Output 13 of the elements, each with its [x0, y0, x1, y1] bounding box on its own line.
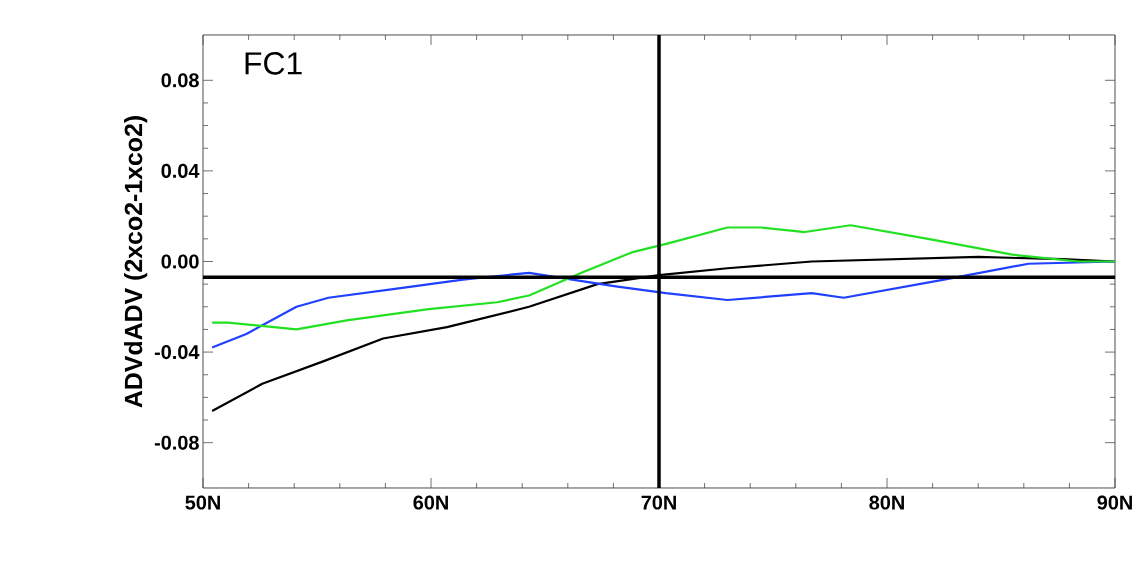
y-tick-label: -0.04 — [154, 345, 200, 360]
x-tick-label: 50N — [185, 495, 220, 510]
y-axis-title: ADVdADV (2xco2-1xco2) — [124, 116, 148, 408]
x-tick-label: 60N — [413, 495, 448, 510]
y-tick-label: 0.04 — [161, 163, 200, 178]
x-tick-label: 90N — [1097, 495, 1132, 510]
x-tick-label: 70N — [641, 495, 676, 510]
line-series — [211, 224, 1117, 331]
x-tick-label: 80N — [869, 495, 904, 510]
y-tick-label: 0.00 — [161, 254, 199, 269]
y-tick-label: 0.08 — [161, 73, 199, 88]
annotation: FC1 — [245, 52, 302, 75]
y-tick-label: -0.08 — [154, 435, 199, 450]
